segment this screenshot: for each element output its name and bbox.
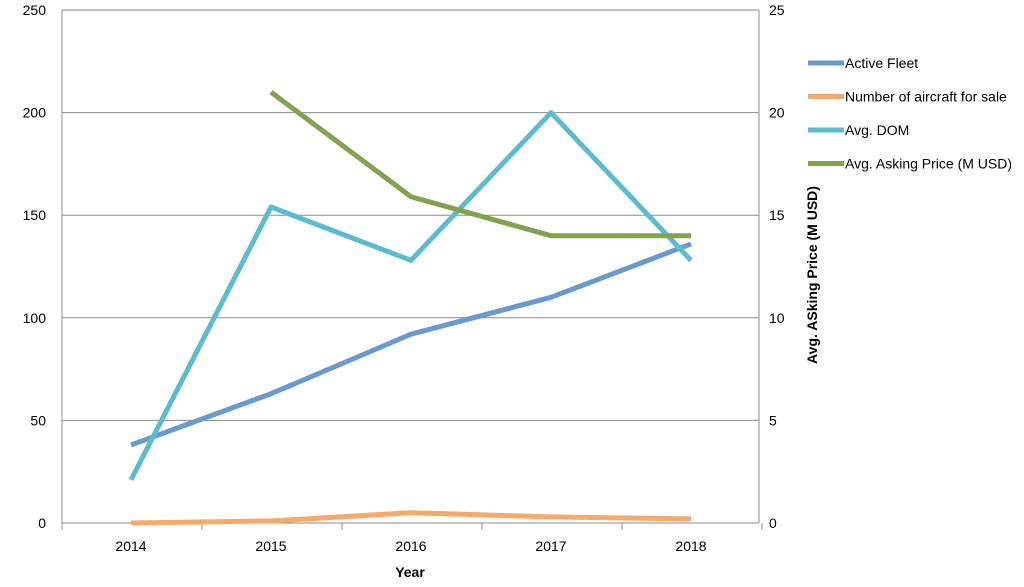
series-line	[269, 90, 691, 239]
right-y-tick-label: 25	[769, 2, 785, 18]
legend: Active Fleet Number of aircraft for sale A…	[808, 55, 1012, 172]
series-line	[128, 110, 693, 482]
right-y-axis-title: Avg. ASking Price (M USD)	[804, 186, 820, 364]
left-y-tick-label: 50	[30, 412, 46, 428]
x-tick-label: 2018	[675, 538, 706, 554]
x-tick-label: 2015	[255, 538, 286, 554]
left-y-tick-label: 100	[23, 310, 47, 326]
x-tick-label: 2014	[115, 538, 146, 554]
right-y-tick-label: 5	[769, 412, 777, 428]
legend-label: Avg. DOM	[845, 122, 909, 138]
gridlines	[62, 9, 759, 421]
series-line	[130, 510, 692, 526]
axes: 0 50 100 150 200 250 0 5 10 15 20 25 2014 2015 2016 201…	[23, 2, 785, 554]
legend-label: Active Fleet	[845, 55, 918, 71]
left-y-tick-label: 250	[23, 2, 47, 18]
x-tick-label: 2017	[535, 538, 566, 554]
right-y-tick-label: 0	[769, 515, 777, 531]
legend-label: Number of aircraft for sale	[845, 89, 1007, 105]
right-y-tick-label: 15	[769, 207, 785, 223]
x-tick-label: 2016	[395, 538, 426, 554]
right-y-tick-label: 10	[769, 310, 785, 326]
left-y-tick-label: 150	[23, 207, 47, 223]
series-line	[130, 241, 692, 448]
series-lines	[128, 90, 693, 526]
x-axis-title: Year	[395, 564, 425, 580]
left-y-tick-label: 0	[38, 515, 46, 531]
legend-label: Avg. Asking Price (M USD)	[845, 156, 1012, 172]
left-y-tick-label: 200	[23, 105, 47, 121]
right-y-tick-label: 20	[769, 105, 785, 121]
